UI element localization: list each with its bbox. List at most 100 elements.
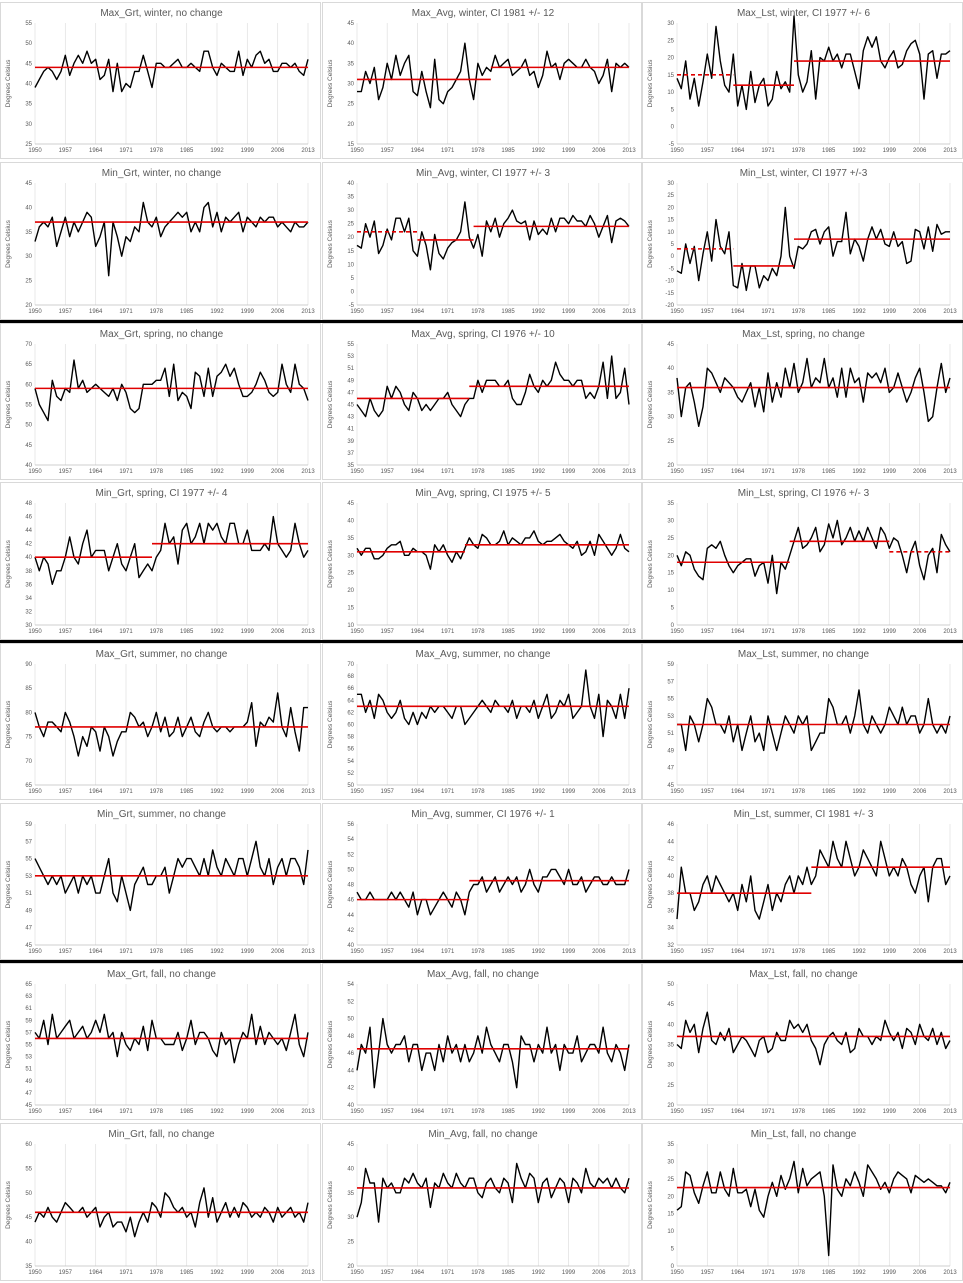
y-tick-label: 60	[25, 1142, 32, 1148]
x-tick-label: 1950	[350, 1109, 364, 1115]
x-tick-label: 1978	[471, 629, 485, 635]
x-tick-label: 1992	[852, 148, 866, 154]
y-tick-label: 5	[671, 107, 675, 113]
x-tick-label: 1999	[883, 309, 897, 315]
y-tick-label: 40	[25, 1240, 32, 1246]
x-tick-label: 1950	[28, 629, 42, 635]
x-tick-label: 2006	[271, 148, 285, 154]
y-tick-label: 38	[25, 569, 32, 575]
x-tick-label: 1978	[471, 789, 485, 795]
chart-panel: Max_Grt, fall, no change 1950 1957 1964 1971…	[0, 963, 321, 1120]
x-tick-label: 1950	[670, 148, 684, 154]
y-tick-label: 35	[347, 1191, 354, 1197]
y-tick-label: 30	[25, 122, 32, 128]
temperature-series-line	[356, 530, 630, 570]
x-tick-label: 1978	[471, 309, 485, 315]
x-tick-label: 1950	[670, 1109, 684, 1115]
x-tick-label: 2013	[943, 148, 957, 154]
y-tick-label: 20	[667, 1194, 674, 1200]
x-tick-label: 2013	[943, 309, 957, 315]
chart-panel: Max_Grt, summer, no change 1950 1957 1964 19…	[0, 643, 321, 800]
y-tick-label: 30	[667, 518, 674, 524]
x-tick-label: 2006	[271, 629, 285, 635]
chart-panel: Max_Avg, fall, no change 1950 1957 1964 1971…	[322, 963, 642, 1120]
line-chart: Min_Grt, fall, no change 1950 1957 1964 1971…	[5, 1129, 315, 1276]
x-tick-label: 1957	[381, 148, 395, 154]
y-tick-label: 53	[25, 1055, 32, 1061]
y-tick-label: 46	[347, 898, 354, 904]
y-tick-label: 52	[347, 999, 354, 1005]
y-tick-label: 46	[347, 1051, 354, 1057]
y-tick-label: 58	[347, 735, 354, 741]
x-tick-label: 2013	[943, 629, 957, 635]
x-tick-label: 2013	[622, 309, 636, 315]
x-tick-label: 1992	[210, 629, 224, 635]
chart-panel: Max_Grt, spring, no change 1950 1957 1964 19…	[0, 323, 321, 480]
x-tick-label: 1992	[532, 1109, 546, 1115]
y-tick-label: 40	[667, 1022, 674, 1028]
x-tick-label: 1999	[241, 789, 255, 795]
chart-panel: Max_Lst, summer, no change 1950 1957 1964 19…	[642, 643, 963, 800]
season-separator	[0, 320, 963, 323]
x-tick-label: 1978	[150, 309, 164, 315]
x-tick-label: 1985	[822, 309, 836, 315]
y-tick-label: 56	[347, 822, 354, 828]
x-tick-label: 1964	[731, 629, 745, 635]
chart-panel: Max_Avg, winter, CI 1981 +/- 12 1950 1957 1…	[322, 2, 642, 159]
chart-panel: Max_Avg, spring, CI 1976 +/- 10 1950 1957 1…	[322, 323, 642, 480]
y-axis-title: Degrees Celsius	[327, 219, 334, 267]
line-chart: Min_Avg, summer, CI 1976 +/- 1 1950 1957 19…	[327, 809, 636, 955]
x-tick-label: 1978	[150, 148, 164, 154]
y-tick-label: 52	[347, 852, 354, 858]
chart-title: Max_Grt, winter, no change	[100, 8, 223, 19]
y-tick-label: 50	[25, 41, 32, 47]
x-tick-label: 2013	[622, 629, 636, 635]
y-tick-label: 35	[667, 501, 674, 507]
chart-title: Min_Avg, spring, CI 1975 +/- 5	[415, 488, 551, 499]
y-axis-title: Degrees Celsius	[647, 380, 654, 428]
y-tick-label: 40	[347, 943, 354, 949]
y-axis-title: Degrees Celsius	[647, 700, 654, 748]
x-tick-label: 1957	[381, 1109, 395, 1115]
x-tick-label: 1971	[761, 1270, 775, 1276]
chart-title: Max_Grt, spring, no change	[100, 329, 224, 340]
y-tick-label: 0	[351, 289, 355, 295]
x-tick-label: 1985	[501, 1270, 515, 1276]
x-tick-label: 1992	[852, 469, 866, 475]
x-tick-label: 2013	[301, 1109, 315, 1115]
line-chart: Max_Lst, summer, no change 1950 1957 1964 19…	[647, 649, 957, 795]
x-tick-label: 1971	[119, 148, 133, 154]
x-tick-label: 1992	[532, 469, 546, 475]
y-tick-label: 42	[667, 857, 674, 863]
x-tick-label: 1957	[59, 1109, 73, 1115]
line-chart: Max_Grt, fall, no change 1950 1957 1964 1971…	[5, 969, 315, 1115]
x-tick-label: 1957	[701, 789, 715, 795]
chart-title: Max_Lst, spring, no change	[742, 329, 865, 340]
x-tick-label: 1964	[89, 469, 103, 475]
chart-title: Max_Avg, fall, no change	[427, 969, 540, 980]
y-tick-label: 5	[671, 242, 675, 248]
x-tick-label: 2006	[913, 469, 927, 475]
x-tick-label: 1957	[59, 148, 73, 154]
x-tick-label: 2013	[622, 1109, 636, 1115]
y-tick-label: 20	[667, 463, 674, 469]
y-tick-label: 5	[351, 276, 355, 282]
temperature-series-line	[34, 515, 309, 586]
y-tick-label: 20	[347, 122, 354, 128]
y-tick-label: 20	[25, 303, 32, 309]
y-tick-label: 40	[25, 205, 32, 211]
line-chart: Max_Avg, fall, no change 1950 1957 1964 1971…	[327, 969, 636, 1115]
y-tick-label: 48	[347, 1034, 354, 1040]
x-tick-label: 1957	[701, 148, 715, 154]
y-tick-label: 51	[667, 731, 674, 737]
y-tick-label: 55	[667, 697, 674, 703]
y-tick-label: 54	[347, 982, 354, 988]
chart-panel: Min_Avg, spring, CI 1975 +/- 5 1950 1957 19…	[322, 482, 642, 640]
y-tick-label: 53	[347, 354, 354, 360]
y-tick-label: 45	[347, 21, 354, 27]
y-tick-label: 10	[347, 623, 354, 629]
y-tick-label: 25	[347, 102, 354, 108]
x-tick-label: 2013	[622, 1270, 636, 1276]
x-tick-label: 1992	[532, 949, 546, 955]
season-separator	[0, 640, 963, 643]
